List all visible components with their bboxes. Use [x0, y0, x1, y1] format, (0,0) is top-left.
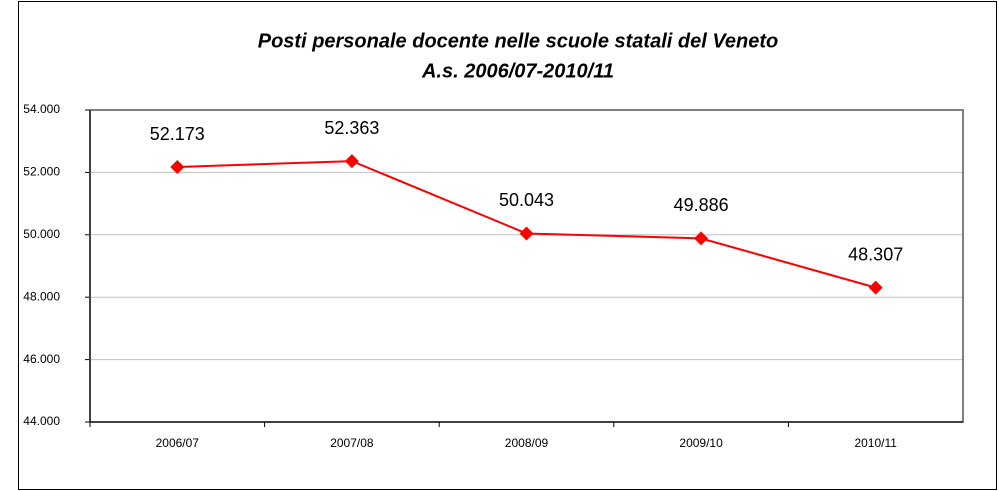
- y-tick-label: 46.000: [23, 352, 60, 366]
- chart-title: Posti personale docente nelle scuole sta…: [258, 30, 779, 52]
- y-tick-label: 50.000: [23, 227, 60, 241]
- value-label: 48.307: [848, 244, 903, 264]
- y-tick-label: 44.000: [23, 414, 60, 428]
- chart-subtitle: A.s. 2006/07-2010/11: [421, 60, 614, 82]
- marker: [519, 226, 534, 241]
- value-label: 52.363: [324, 118, 379, 138]
- value-label: 50.043: [499, 190, 554, 210]
- x-tick-label: 2009/10: [679, 436, 723, 450]
- marker: [170, 160, 185, 175]
- marker: [868, 280, 883, 295]
- plot-area: [90, 110, 963, 422]
- value-label: 49.886: [674, 195, 729, 215]
- x-tick-label: 2010/11: [854, 436, 897, 450]
- y-tick-label: 54.000: [23, 102, 60, 116]
- x-tick-label: 2006/07: [156, 436, 200, 450]
- x-tick-label: 2007/08: [330, 436, 374, 450]
- y-tick-label: 52.000: [23, 165, 60, 179]
- marker: [344, 154, 359, 169]
- x-tick-label: 2008/09: [505, 436, 549, 450]
- marker: [694, 231, 709, 246]
- y-tick-label: 48.000: [23, 289, 60, 303]
- value-label: 52.173: [150, 124, 205, 144]
